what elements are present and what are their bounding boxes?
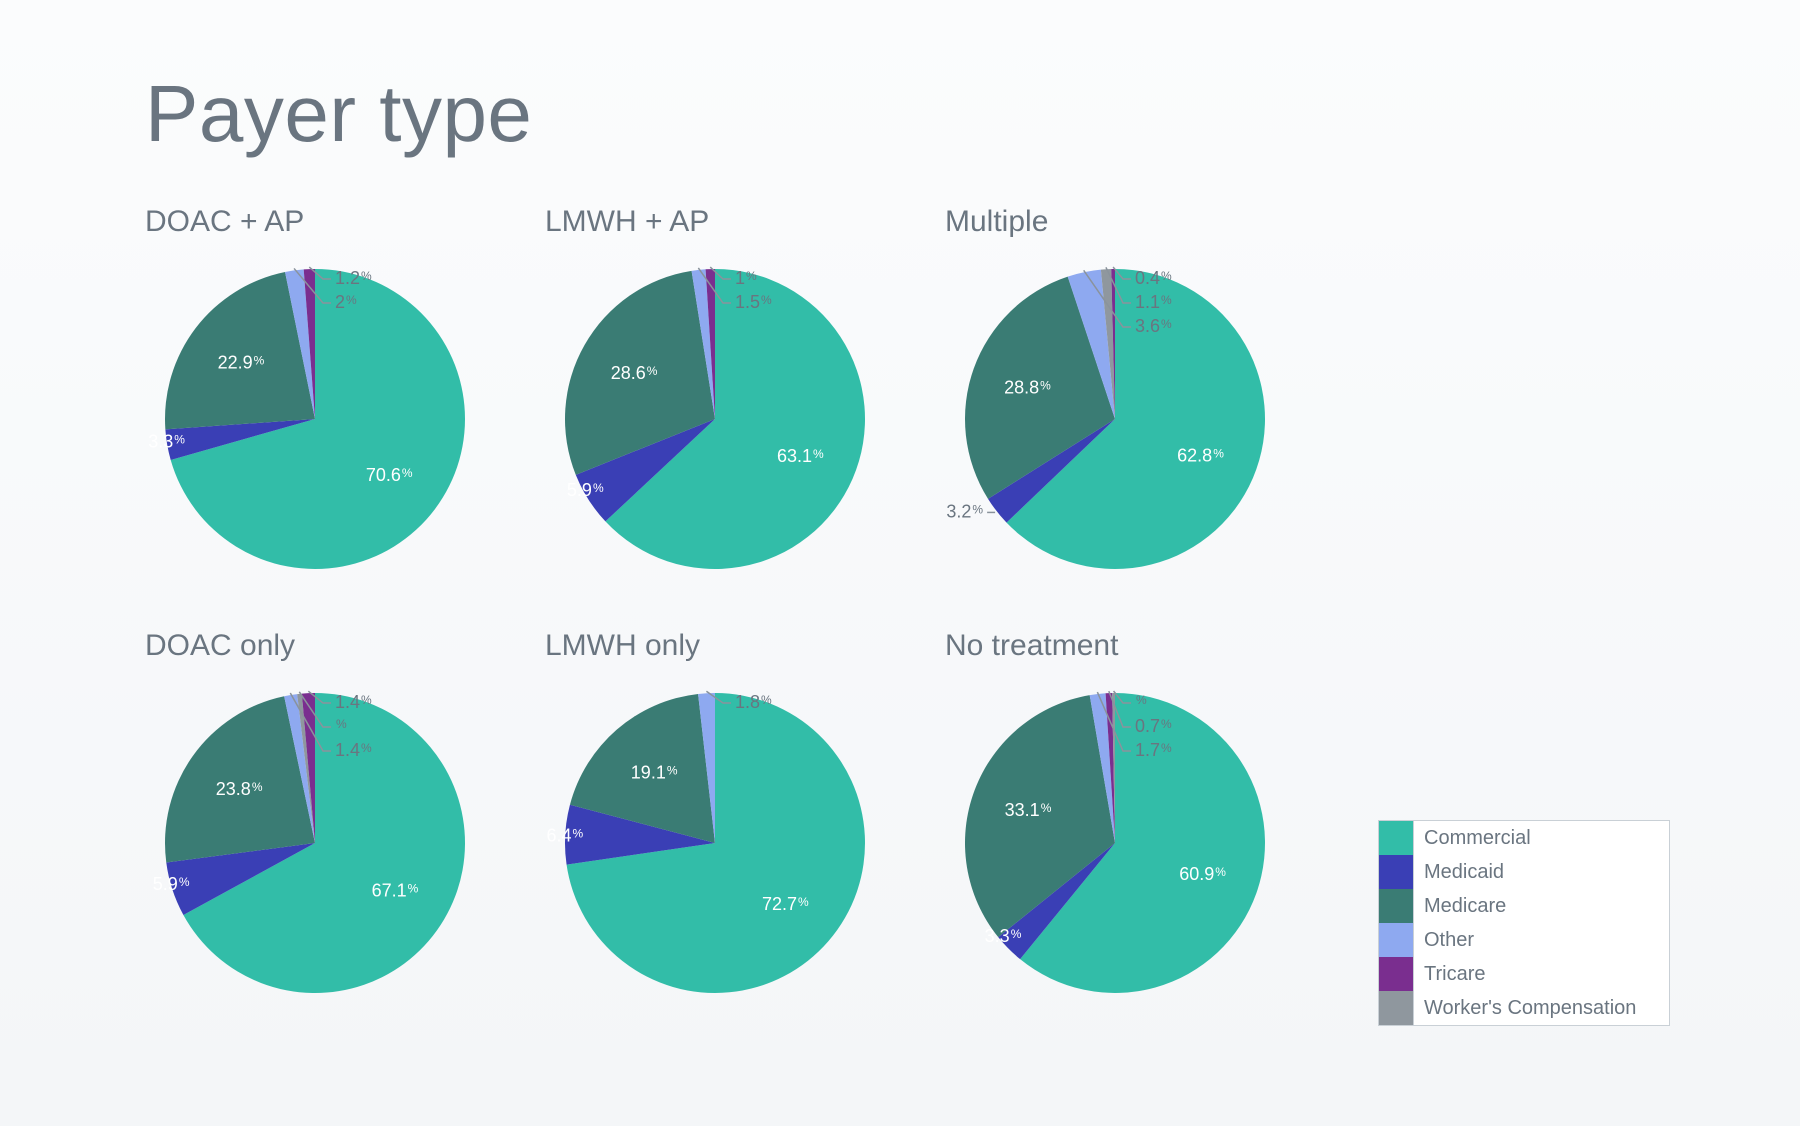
pie-wrap: 60.9%3.3%33.1%%0.7%1.7% [945,673,1285,1013]
pie-wrap: 72.7%6.4%19.1%1.8% [545,673,885,1013]
pie-chart: LMWH + AP 63.1%5.9%28.6%1%1.5% [545,205,925,589]
chart-title: DOAC + AP [145,205,525,241]
legend-row: Other [1379,923,1669,957]
pie-wrap: 63.1%5.9%28.6%1%1.5% [545,249,885,589]
legend-swatch [1379,821,1413,855]
page-title: Payer type [145,68,532,160]
chart-title: Multiple [945,205,1325,241]
charts-grid: DOAC + AP 70.6%3.3%22.9%1.2%2% LMWH + AP… [145,205,1325,1013]
legend-swatch [1379,957,1413,991]
legend-label: Commercial [1413,821,1669,855]
pie-wrap: 70.6%3.3%22.9%1.2%2% [145,249,485,589]
slice-callout: % [1136,693,1147,707]
pie-chart: Multiple 62.8%28.8%0.4%1.1%3.6%3.2% [945,205,1325,589]
legend-label: Other [1413,923,1669,957]
legend-row: Tricare [1379,957,1669,991]
pie-chart: No treatment 60.9%3.3%33.1%%0.7%1.7% [945,629,1325,1013]
chart-title: LMWH + AP [545,205,925,241]
legend-swatch [1379,991,1413,1025]
chart-title: LMWH only [545,629,925,665]
legend: Commercial Medicaid Medicare Other Trica… [1378,820,1670,1026]
legend-row: Commercial [1379,821,1669,855]
pie-chart: DOAC only 67.1%5.9%23.8%1.4%%1.4% [145,629,525,1013]
slice-callout: 3.2% [946,501,983,521]
legend-label: Medicaid [1413,855,1669,889]
legend-label: Medicare [1413,889,1669,923]
pie-chart: LMWH only 72.7%6.4%19.1%1.8% [545,629,925,1013]
slice-callout: % [336,717,347,731]
legend-row: Medicaid [1379,855,1669,889]
pie-wrap: 62.8%28.8%0.4%1.1%3.6%3.2% [945,249,1285,589]
chart-title: DOAC only [145,629,525,665]
legend-row: Worker's Compensation [1379,991,1669,1025]
legend-swatch [1379,923,1413,957]
legend-label: Worker's Compensation [1413,991,1669,1025]
legend-swatch [1379,855,1413,889]
page-root: Payer type DOAC + AP 70.6%3.3%22.9%1.2%2… [0,0,1800,1126]
pie-wrap: 67.1%5.9%23.8%1.4%%1.4% [145,673,485,1013]
pie-chart: DOAC + AP 70.6%3.3%22.9%1.2%2% [145,205,525,589]
legend-swatch [1379,889,1413,923]
chart-title: No treatment [945,629,1325,665]
legend-row: Medicare [1379,889,1669,923]
legend-label: Tricare [1413,957,1669,991]
